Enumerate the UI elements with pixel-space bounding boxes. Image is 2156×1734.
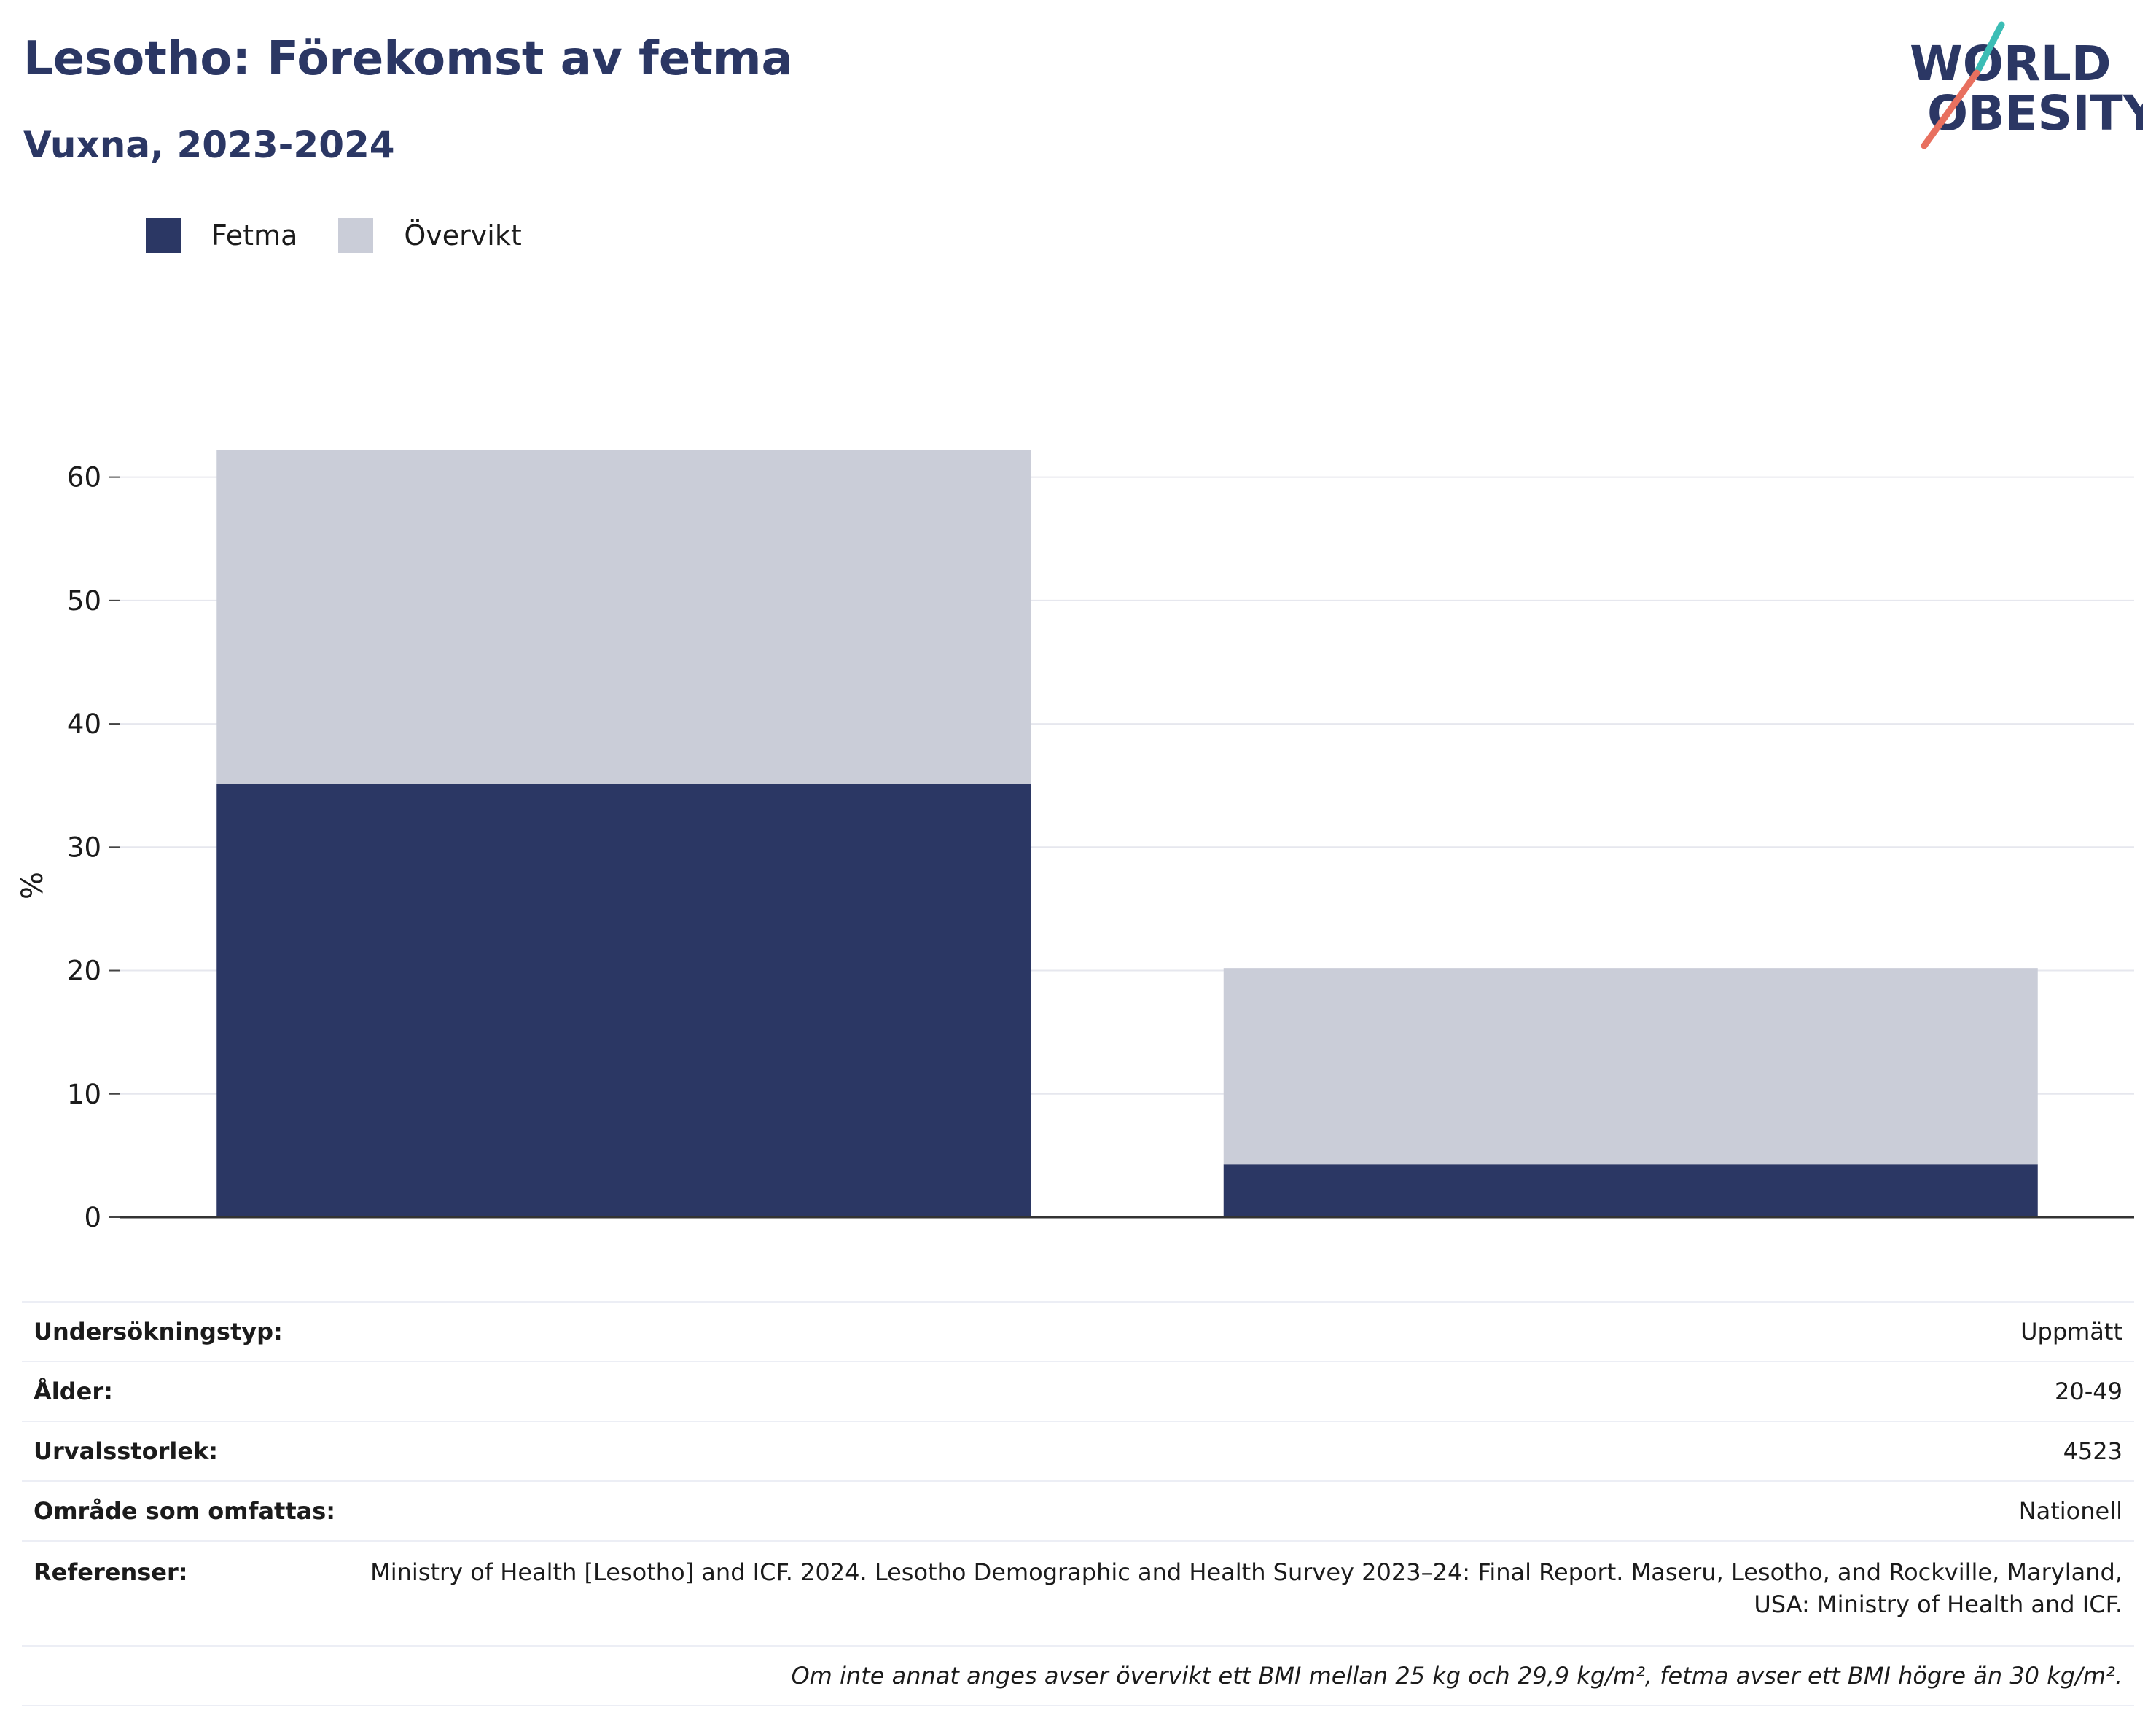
info-key: Undersökningstyp: [22,1301,348,1362]
bars [216,450,2038,1217]
legend-swatch-overvikt [338,218,374,253]
info-key: Ålder: [22,1361,348,1421]
x-tick-label: Kvinnor [568,1242,679,1246]
bar-män-overvikt[interactable] [1223,968,2038,1165]
info-key: Område som omfattas: [22,1480,348,1541]
y-tick-label: 10 [67,1079,101,1110]
info-row-sample-size: Urvalsstorlek: 4523 [22,1421,2134,1481]
info-key: Referenser: [22,1540,348,1646]
info-row-age: Ålder: 20-49 [22,1361,2134,1421]
info-value: 4523 [347,1421,2134,1481]
y-tick-label: 40 [67,708,101,740]
logo-slash-coral [1921,69,1980,149]
y-axis-label: % [16,872,50,899]
info-table: Undersökningstyp: Uppmätt Ålder: 20-49 U… [22,1301,2134,1706]
x-tick-label: Män [1600,1242,1661,1246]
chart-subtitle: Vuxna, 2023-2024 [23,124,395,166]
y-tick-label: 0 [84,1202,101,1233]
bar-kvinnor-fetma[interactable] [216,784,1031,1217]
legend-item-fetma[interactable]: Fetma [146,218,297,253]
y-tick-label: 50 [67,585,101,617]
info-value: Uppmätt [347,1301,2134,1362]
bar-kvinnor-overvikt[interactable] [216,450,1031,784]
logo-word-world: WORLD [1910,36,2112,92]
chart-title: Lesotho: Förekomst av fetma [23,32,793,86]
info-row-note: Om inte annat anges avser övervikt ett B… [22,1645,2134,1706]
legend-label-overvikt: Övervikt [404,219,522,251]
stacked-bar-chart: 0 10 20 30 40 50 60 Kvinnor Män % [16,450,2134,1246]
y-tick-label: 20 [67,956,101,987]
logo-slash-teal [1973,21,2005,77]
legend-label-fetma: Fetma [211,219,298,251]
legend-item-overvikt[interactable]: Övervikt [338,218,522,253]
info-row-area: Område som omfattas: Nationell [22,1480,2134,1541]
legend-swatch-fetma [146,218,181,253]
info-row-survey-type: Undersökningstyp: Uppmätt [22,1301,2134,1362]
y-tick-labels: 0 10 20 30 40 50 60 [67,462,120,1233]
chart-legend: Fetma Övervikt [146,216,563,255]
info-value: Ministry of Health [Lesotho] and ICF. 20… [347,1540,2134,1646]
y-tick-label: 30 [67,832,101,863]
definition-note: Om inte annat anges avser övervikt ett B… [22,1645,2134,1706]
bar-män-fetma[interactable] [1223,1164,2038,1217]
info-value: 20-49 [347,1361,2134,1421]
world-obesity-logo: WORLD OBESITY [1910,21,2143,149]
info-key: Urvalsstorlek: [22,1421,348,1481]
x-tick-labels: Kvinnor Män [568,1242,1661,1246]
y-tick-label: 60 [67,462,101,493]
info-value: Nationell [347,1480,2134,1541]
info-row-references: Referenser: Ministry of Health [Lesotho]… [22,1540,2134,1646]
